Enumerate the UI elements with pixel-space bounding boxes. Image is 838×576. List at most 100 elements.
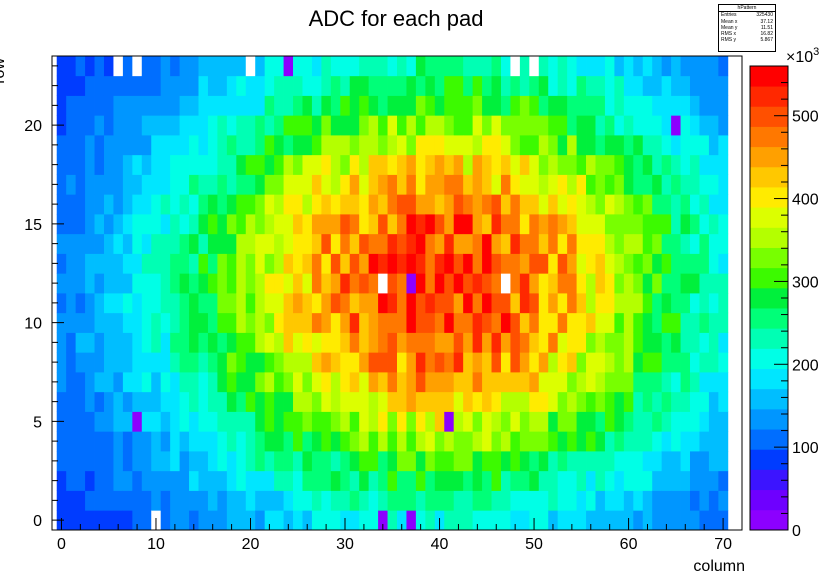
heatmap-cell — [349, 470, 360, 491]
heatmap-cell — [141, 352, 152, 373]
heatmap-cell — [463, 214, 474, 235]
heatmap-cell — [321, 253, 332, 274]
heatmap-cell — [699, 174, 710, 195]
heatmap-cell — [141, 253, 152, 274]
heatmap-cell — [463, 451, 474, 472]
heatmap-cell — [151, 233, 162, 254]
heatmap-cell — [66, 470, 77, 491]
heatmap-cell — [642, 233, 653, 254]
heatmap-cell — [586, 75, 596, 96]
heatmap-cell — [623, 56, 634, 77]
stats-row-value: 16.82 — [760, 31, 773, 38]
heatmap-cell — [690, 293, 700, 314]
heatmap-cell — [141, 273, 152, 294]
heatmap-cell — [255, 332, 266, 353]
heatmap-cell — [368, 411, 379, 432]
heatmap-cell — [567, 451, 577, 472]
heatmap-cell — [255, 253, 266, 274]
heatmap-cell — [245, 391, 256, 412]
heatmap-cell — [425, 352, 436, 373]
heatmap-cell — [264, 352, 275, 373]
heatmap-cell — [302, 510, 313, 531]
heatmap-cell — [75, 293, 86, 314]
heatmap-cell — [179, 75, 190, 96]
heatmap-cell — [652, 154, 663, 175]
heatmap-cell — [708, 332, 719, 353]
heatmap-cell — [661, 293, 672, 314]
heatmap-cell — [56, 431, 67, 452]
heatmap-cell — [189, 233, 199, 254]
heatmap-cell — [236, 174, 247, 195]
heatmap-cell — [538, 273, 549, 294]
heatmap-cell — [595, 115, 606, 136]
heatmap-cell — [274, 174, 284, 195]
heatmap-cell — [103, 174, 114, 195]
heatmap-cell — [274, 154, 284, 175]
heatmap-cell — [453, 154, 464, 175]
heatmap-cell — [387, 115, 398, 136]
heatmap-cell — [718, 253, 729, 274]
heatmap-cell — [406, 451, 417, 472]
heatmap-cell — [444, 174, 455, 195]
heatmap-cell — [85, 174, 95, 195]
heatmap-cell — [302, 56, 313, 77]
heatmap-cell — [614, 391, 625, 412]
heatmap-cell — [538, 95, 549, 116]
heatmap-cell — [595, 372, 606, 393]
heatmap-cell — [708, 293, 719, 314]
heatmap-cell — [321, 75, 332, 96]
heatmap-cell — [160, 490, 171, 511]
x-tick-label: 70 — [714, 536, 732, 553]
heatmap-cell — [690, 470, 700, 491]
heatmap-cell — [207, 154, 218, 175]
heatmap-cell — [415, 75, 426, 96]
heatmap-cell — [302, 174, 313, 195]
heatmap-cell — [510, 451, 521, 472]
heatmap-cell — [425, 411, 436, 432]
heatmap-cell — [170, 490, 180, 511]
heatmap-cell — [425, 233, 436, 254]
heatmap-cell — [349, 95, 360, 116]
heatmap-cell — [500, 273, 511, 294]
heatmap-cell — [538, 75, 549, 96]
heatmap-cell — [529, 293, 540, 314]
heatmap-cell — [170, 293, 180, 314]
heatmap-cell — [311, 135, 322, 156]
heatmap-cell — [132, 233, 143, 254]
heatmap-cell — [425, 510, 436, 531]
heatmap-cell — [160, 372, 171, 393]
heatmap-cell — [652, 411, 663, 432]
stats-row: RMS x 16.82 — [719, 31, 775, 37]
heatmap-cell — [604, 372, 615, 393]
heatmap-cell — [548, 352, 559, 373]
heatmap-cell — [122, 372, 133, 393]
heatmap-cell — [614, 95, 625, 116]
heatmap-cell — [415, 214, 426, 235]
heatmap-cell — [189, 431, 199, 452]
heatmap-cell — [500, 253, 511, 274]
heatmap-cell — [472, 293, 483, 314]
heatmap-cell — [576, 490, 587, 511]
heatmap-cell — [434, 154, 445, 175]
heatmap-cell — [519, 214, 530, 235]
heatmap-cell — [179, 510, 190, 531]
heatmap-cell — [217, 372, 228, 393]
heatmap-cell — [633, 391, 644, 412]
heatmap-cell — [671, 214, 681, 235]
heatmap-cell — [217, 253, 228, 274]
heatmap-cell — [548, 174, 559, 195]
heatmap-cell — [576, 253, 587, 274]
heatmap-cell — [75, 470, 86, 491]
heatmap-cell — [302, 194, 313, 215]
heatmap-cell — [103, 293, 114, 314]
heatmap-cell — [207, 451, 218, 472]
heatmap-cell — [340, 194, 351, 215]
heatmap-cell — [56, 332, 67, 353]
heatmap-cell — [207, 253, 218, 274]
heatmap-cell — [491, 391, 502, 412]
heatmap-cell — [293, 312, 303, 333]
heatmap-cell — [576, 115, 587, 136]
heatmap-cell — [718, 95, 729, 116]
heatmap-cell — [340, 135, 351, 156]
heatmap-cell — [557, 174, 568, 195]
